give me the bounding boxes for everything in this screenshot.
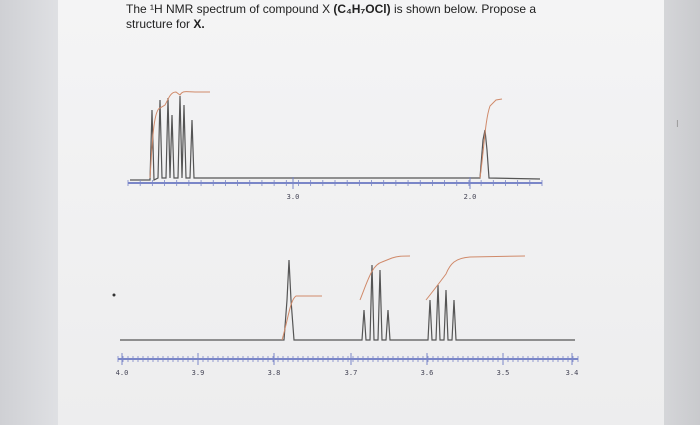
question-text: The ¹H NMR spectrum of compound X — [126, 2, 331, 16]
tick-label: 3.6 — [421, 369, 434, 377]
formula: (C₄H₇OCl) — [333, 2, 391, 16]
question-text: structure for — [126, 17, 191, 31]
integration-curve — [149, 91, 210, 179]
question: The ¹H NMR spectrum of compound X (C₄H₇O… — [126, 2, 536, 32]
tick-label: 3.8 — [268, 369, 281, 377]
question-text: is shown below. Propose a — [393, 2, 537, 16]
tick-label: 3.0 — [287, 193, 300, 201]
tick-label: 2.0 — [464, 193, 477, 201]
document-page — [58, 0, 664, 425]
tick-label: 3.4 — [566, 369, 579, 377]
spectrum-trace — [120, 259, 575, 341]
cursor: I — [676, 119, 679, 130]
spectrum-trace — [130, 95, 541, 181]
integration-curve — [479, 98, 503, 179]
integration-curve — [425, 255, 526, 301]
tick-label: 3.5 — [497, 369, 510, 377]
tick-label: 3.9 — [192, 369, 205, 377]
integration-curve — [281, 295, 322, 341]
compound-label: X. — [193, 17, 205, 31]
tick-label: 3.7 — [345, 369, 358, 377]
tick-label: 4.0 — [116, 369, 129, 377]
integration-curve — [359, 255, 411, 301]
dot — [112, 293, 116, 297]
